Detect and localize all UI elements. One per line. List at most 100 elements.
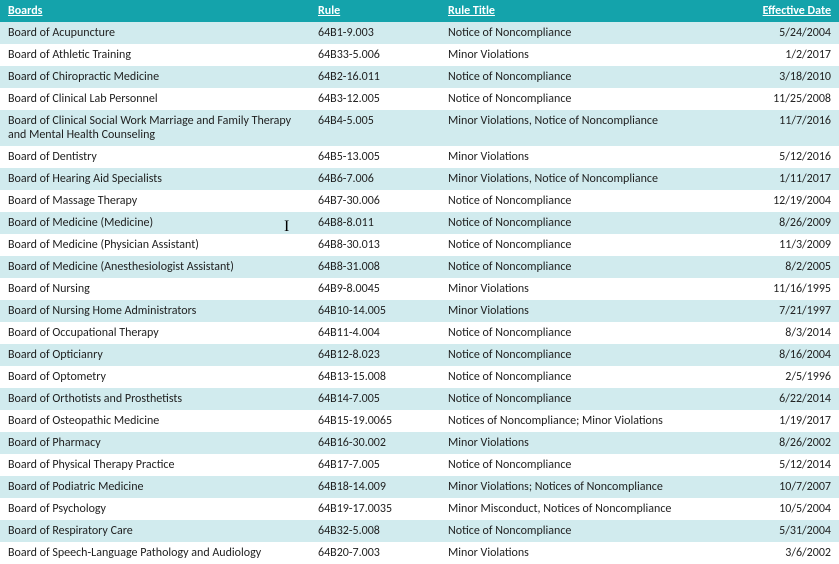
cell-effective-date: 10/7/2007 — [730, 476, 839, 498]
table-row: Board of Hearing Aid Specialists64B6-7.0… — [0, 168, 839, 190]
table-row: Board of Dentistry64B5-13.005Minor Viola… — [0, 146, 839, 168]
cell-board: Board of Clinical Lab Personnel — [0, 88, 310, 110]
cell-effective-date: 8/16/2004 — [730, 344, 839, 366]
cell-effective-date: 6/22/2014 — [730, 388, 839, 410]
cell-rule: 64B33-5.006 — [310, 44, 440, 66]
cell-board: Board of Optometry — [0, 366, 310, 388]
table-row: Board of Athletic Training64B33-5.006Min… — [0, 44, 839, 66]
cell-rule: 64B14-7.005 — [310, 388, 440, 410]
cell-rule-title: Notice of Noncompliance — [440, 212, 730, 234]
cell-rule: 64B8-30.013 — [310, 234, 440, 256]
cell-effective-date: 2/5/1996 — [730, 366, 839, 388]
cell-board: Board of Athletic Training — [0, 44, 310, 66]
cell-rule: 64B15-19.0065 — [310, 410, 440, 432]
cell-board: Board of Nursing Home Administrators — [0, 300, 310, 322]
cell-effective-date: 1/2/2017 — [730, 44, 839, 66]
cell-rule-title: Notice of Noncompliance — [440, 366, 730, 388]
cell-rule: 64B6-7.006 — [310, 168, 440, 190]
cell-effective-date: 8/3/2014 — [730, 322, 839, 344]
cell-effective-date: 1/11/2017 — [730, 168, 839, 190]
cell-rule: 64B5-13.005 — [310, 146, 440, 168]
cell-rule-title: Minor Misconduct, Notices of Noncomplian… — [440, 498, 730, 520]
cell-rule-title: Minor Violations — [440, 44, 730, 66]
cell-rule: 64B4-5.005 — [310, 110, 440, 146]
cell-rule-title: Minor Violations — [440, 300, 730, 322]
cell-board: Board of Occupational Therapy — [0, 322, 310, 344]
cell-effective-date: 5/12/2016 — [730, 146, 839, 168]
header-boards[interactable]: Boards — [0, 0, 310, 22]
cell-effective-date: 1/19/2017 — [730, 410, 839, 432]
table-row: Board of Optometry64B13-15.008Notice of … — [0, 366, 839, 388]
cell-rule: 64B20-7.003 — [310, 542, 440, 564]
table-row: Board of Medicine (Medicine)64B8-8.011No… — [0, 212, 839, 234]
cell-rule-title: Minor Violations — [440, 146, 730, 168]
cell-board: Board of Medicine (Anesthesiologist Assi… — [0, 256, 310, 278]
cell-board: Board of Psychology — [0, 498, 310, 520]
cell-effective-date: 5/24/2004 — [730, 22, 839, 44]
cell-rule: 64B3-12.005 — [310, 88, 440, 110]
cell-board: Board of Chiropractic Medicine — [0, 66, 310, 88]
cell-rule: 64B1-9.003 — [310, 22, 440, 44]
cell-board: Board of Physical Therapy Practice — [0, 454, 310, 476]
table-row: Board of Clinical Social Work Marriage a… — [0, 110, 839, 146]
cell-rule: 64B10-14.005 — [310, 300, 440, 322]
cell-board: Board of Respiratory Care — [0, 520, 310, 542]
cell-effective-date: 11/16/1995 — [730, 278, 839, 300]
cell-board: Board of Acupuncture — [0, 22, 310, 44]
cell-effective-date: 11/25/2008 — [730, 88, 839, 110]
table-row: Board of Orthotists and Prosthetists64B1… — [0, 388, 839, 410]
cell-rule: 64B18-14.009 — [310, 476, 440, 498]
cell-effective-date: 8/26/2009 — [730, 212, 839, 234]
cell-rule-title: Notice of Noncompliance — [440, 22, 730, 44]
cell-rule-title: Minor Violations — [440, 432, 730, 454]
table-row: Board of Occupational Therapy64B11-4.004… — [0, 322, 839, 344]
cell-rule: 64B19-17.0035 — [310, 498, 440, 520]
cell-rule: 64B17-7.005 — [310, 454, 440, 476]
cell-board: Board of Pharmacy — [0, 432, 310, 454]
cell-rule-title: Notice of Noncompliance — [440, 388, 730, 410]
cell-rule-title: Notice of Noncompliance — [440, 344, 730, 366]
boards-table: Boards Rule Rule Title Effective Date Bo… — [0, 0, 839, 564]
table-row: Board of Chiropractic Medicine64B2-16.01… — [0, 66, 839, 88]
cell-rule: 64B32-5.008 — [310, 520, 440, 542]
cell-board: Board of Medicine (Physician Assistant) — [0, 234, 310, 256]
table-row: Board of Nursing64B9-8.0045Minor Violati… — [0, 278, 839, 300]
cell-rule-title: Notice of Noncompliance — [440, 322, 730, 344]
cell-effective-date: 3/6/2002 — [730, 542, 839, 564]
cell-board: Board of Osteopathic Medicine — [0, 410, 310, 432]
cell-board: Board of Podiatric Medicine — [0, 476, 310, 498]
cell-rule: 64B8-8.011 — [310, 212, 440, 234]
cell-board: Board of Hearing Aid Specialists — [0, 168, 310, 190]
header-rule-title[interactable]: Rule Title — [440, 0, 730, 22]
cell-effective-date: 11/3/2009 — [730, 234, 839, 256]
cell-rule-title: Minor Violations; Notices of Noncomplian… — [440, 476, 730, 498]
cell-rule: 64B8-31.008 — [310, 256, 440, 278]
cell-rule-title: Notices of Noncompliance; Minor Violatio… — [440, 410, 730, 432]
cell-rule: 64B16-30.002 — [310, 432, 440, 454]
cell-board: Board of Massage Therapy — [0, 190, 310, 212]
cell-board: Board of Speech-Language Pathology and A… — [0, 542, 310, 564]
cell-board: Board of Opticianry — [0, 344, 310, 366]
table-row: Board of Medicine (Anesthesiologist Assi… — [0, 256, 839, 278]
cell-rule-title: Minor Violations, Notice of Noncomplianc… — [440, 110, 730, 146]
cell-rule-title: Minor Violations — [440, 278, 730, 300]
table-row: Board of Clinical Lab Personnel64B3-12.0… — [0, 88, 839, 110]
table-row: Board of Podiatric Medicine64B18-14.009M… — [0, 476, 839, 498]
table-row: Board of Psychology64B19-17.0035Minor Mi… — [0, 498, 839, 520]
cell-rule-title: Notice of Noncompliance — [440, 190, 730, 212]
cell-board: Board of Clinical Social Work Marriage a… — [0, 110, 310, 146]
table-row: Board of Osteopathic Medicine64B15-19.00… — [0, 410, 839, 432]
header-rule[interactable]: Rule — [310, 0, 440, 22]
header-effective-date[interactable]: Effective Date — [730, 0, 839, 22]
cell-board: Board of Orthotists and Prosthetists — [0, 388, 310, 410]
cell-effective-date: 8/2/2005 — [730, 256, 839, 278]
table-row: Board of Opticianry64B12-8.023Notice of … — [0, 344, 839, 366]
cell-rule-title: Notice of Noncompliance — [440, 88, 730, 110]
table-body: Board of Acupuncture64B1-9.003Notice of … — [0, 22, 839, 564]
cell-rule-title: Notice of Noncompliance — [440, 66, 730, 88]
cell-effective-date: 5/31/2004 — [730, 520, 839, 542]
cell-rule-title: Notice of Noncompliance — [440, 454, 730, 476]
cell-rule-title: Notice of Noncompliance — [440, 256, 730, 278]
cell-board: Board of Medicine (Medicine) — [0, 212, 310, 234]
table-row: Board of Acupuncture64B1-9.003Notice of … — [0, 22, 839, 44]
